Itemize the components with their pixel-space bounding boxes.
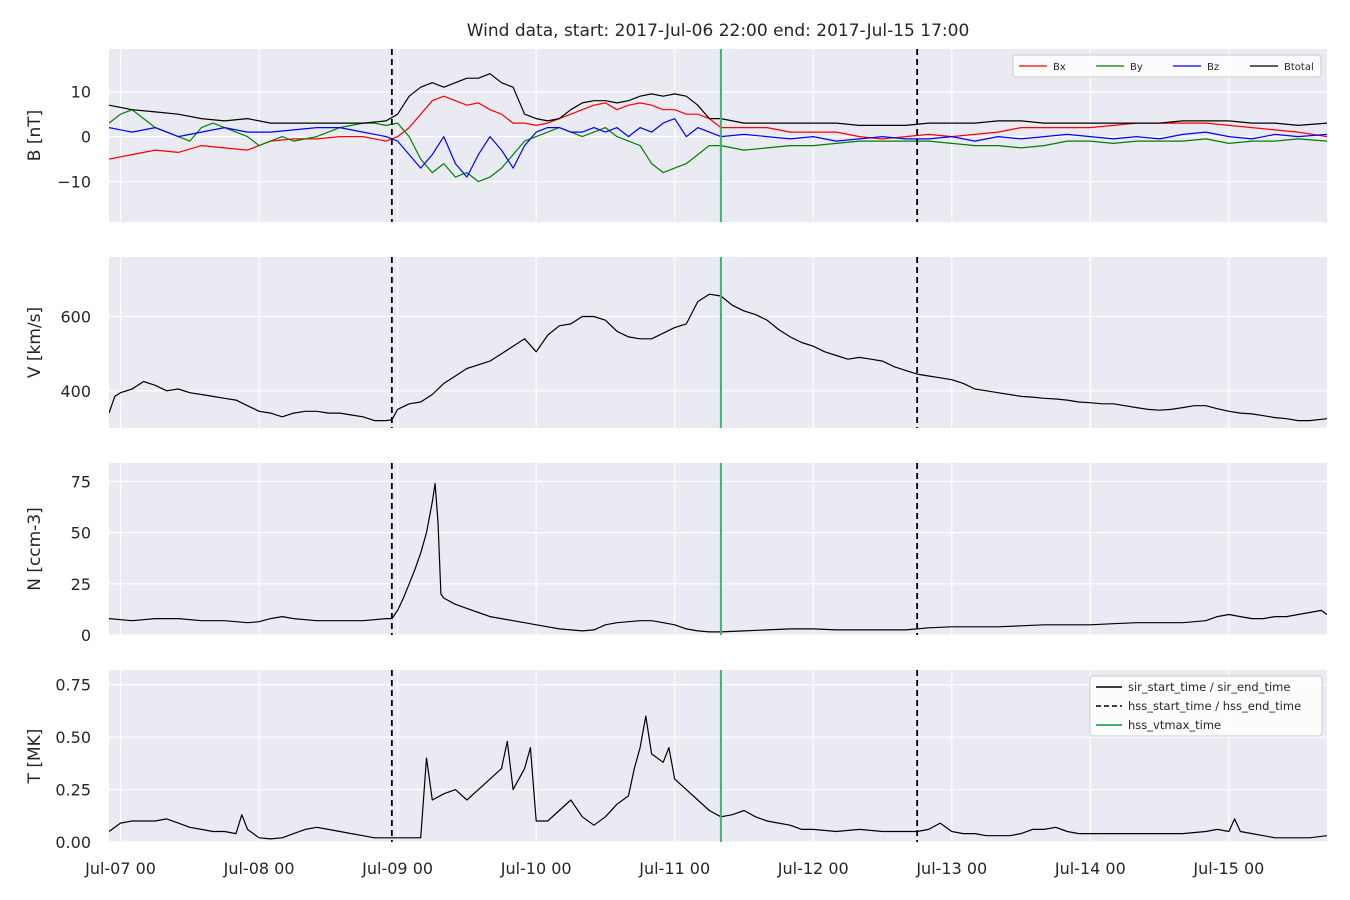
x-tick-label: Jul-11 00 xyxy=(638,859,710,878)
series-line-n xyxy=(109,482,1327,633)
legend-box xyxy=(1089,675,1323,737)
y-axis-label: N [ccm-3] xyxy=(25,507,45,591)
series-line-bz xyxy=(109,118,1327,178)
x-tick-label: Jul-13 00 xyxy=(915,859,987,878)
legend-label: hss_vtmax_time xyxy=(1128,718,1221,732)
y-axis-label: B [nT] xyxy=(25,110,45,162)
y-tick-label: 0 xyxy=(81,626,91,645)
legend-label: sir_start_time / sir_end_time xyxy=(1128,680,1290,694)
panel-v: 400 600 V [km/s] xyxy=(25,257,1327,428)
chart-title: Wind data, start: 2017-Jul-06 22:00 end:… xyxy=(467,21,970,41)
series-group xyxy=(109,293,1327,422)
legend-label: hss_start_time / hss_end_time xyxy=(1128,699,1301,713)
series-line-bx xyxy=(109,95,1327,160)
x-tick-label: Jul-15 00 xyxy=(1192,859,1264,878)
legend-box xyxy=(1012,54,1322,78)
y-tick-label: 0.50 xyxy=(55,728,91,747)
legend-label: Bx xyxy=(1053,62,1066,73)
x-tick-label: Jul-12 00 xyxy=(777,859,849,878)
legend-label: By xyxy=(1130,62,1143,73)
legend-label: Btotal xyxy=(1284,62,1314,73)
y-tick-label: 0.25 xyxy=(55,781,91,800)
panel-n: 0 25 50 75 N [ccm-3] xyxy=(25,463,1327,645)
series-line-v xyxy=(109,293,1327,422)
y-axis-label: V [km/s] xyxy=(25,307,45,378)
x-tick-label: Jul-08 00 xyxy=(223,859,295,878)
y-tick-label: 400 xyxy=(60,382,91,401)
legend-label: Bz xyxy=(1207,62,1219,73)
y-axis-label: T [MK] xyxy=(25,729,45,785)
series-line-t xyxy=(109,715,1327,840)
series-group xyxy=(109,715,1327,840)
y-tick-label: 0 xyxy=(81,128,91,147)
y-tick-label: 10 xyxy=(71,83,91,102)
panel-background xyxy=(109,463,1327,635)
series-line-btotal xyxy=(109,73,1327,126)
panels-group: −10 0 10 B [nT] Bx By Bz Btotal 400 600 V [km/s] 0 2… xyxy=(25,49,1327,878)
legend-b: Bx By Bz Btotal xyxy=(1012,54,1322,78)
x-tick-label: Jul-10 00 xyxy=(500,859,572,878)
y-tick-label: 25 xyxy=(71,575,91,594)
x-tick-label: Jul-07 00 xyxy=(84,859,156,878)
y-tick-label: 50 xyxy=(71,524,91,543)
y-tick-label: 0.00 xyxy=(55,833,91,852)
y-tick-label: 0.75 xyxy=(55,676,91,695)
legend-t: sir_start_time / sir_end_time hss_start_t… xyxy=(1089,675,1323,737)
panel-b: −10 0 10 B [nT] Bx By Bz Btotal xyxy=(25,49,1327,222)
series-group xyxy=(109,73,1327,183)
y-tick-label: −10 xyxy=(57,173,91,192)
y-tick-label: 75 xyxy=(71,472,91,491)
series-group xyxy=(109,482,1327,633)
x-tick-label: Jul-14 00 xyxy=(1054,859,1126,878)
panel-background xyxy=(109,257,1327,428)
panel-t: 0.00 0.25 0.50 0.75 T [MK] sir_start_time / s… xyxy=(25,670,1327,878)
x-tick-label: Jul-09 00 xyxy=(361,859,433,878)
y-tick-label: 600 xyxy=(60,307,91,326)
